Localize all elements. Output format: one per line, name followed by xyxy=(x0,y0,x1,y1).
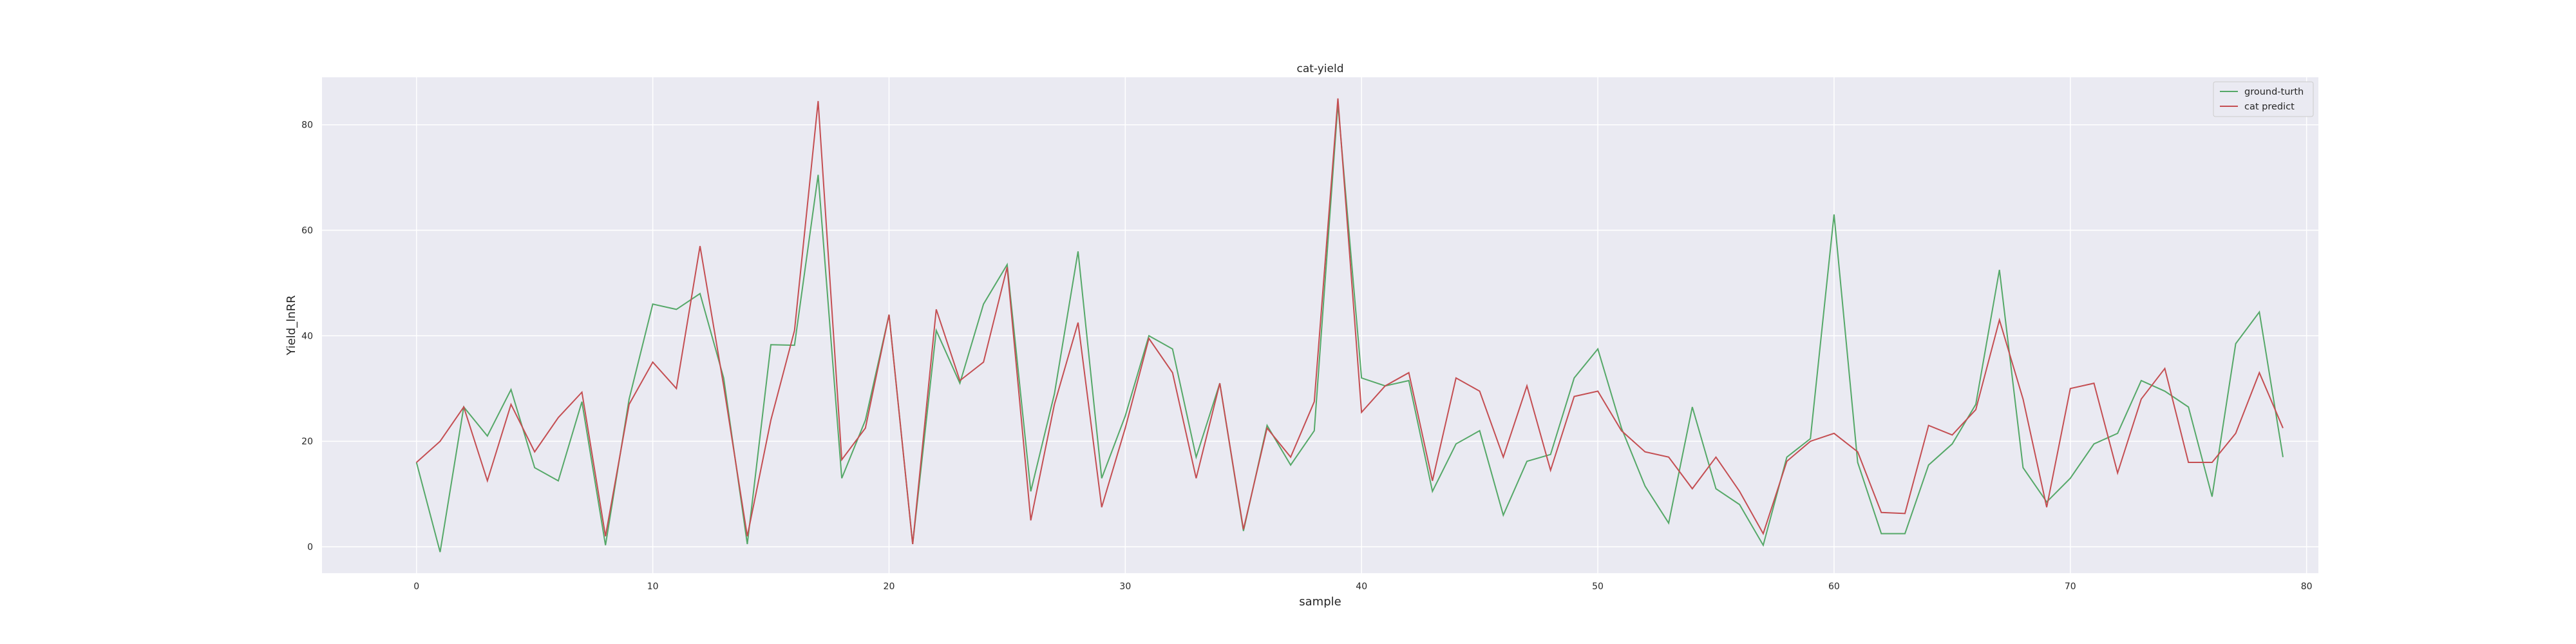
series-line-ground-turth xyxy=(415,103,2284,553)
chart-title: cat-yield xyxy=(1296,62,1343,75)
y-tick-label: 60 xyxy=(301,226,313,236)
series-lines xyxy=(415,98,2284,553)
legend: ground-turth cat predict xyxy=(2213,81,2314,117)
legend-label-ground-turth: ground-turth xyxy=(2244,87,2304,97)
x-tick-label: 40 xyxy=(1356,582,1367,592)
x-tick-label: 70 xyxy=(2065,582,2076,592)
x-tick-label: 60 xyxy=(1828,582,1840,592)
y-tick-label: 40 xyxy=(301,331,313,341)
y-tick-label: 20 xyxy=(301,437,313,447)
x-tick-label: 10 xyxy=(647,582,659,592)
series-line-cat-predict xyxy=(416,98,2284,545)
grid-lines xyxy=(322,77,2318,573)
x-axis-label: sample xyxy=(1299,595,1341,609)
x-tick-label: 30 xyxy=(1119,582,1131,592)
legend-label-cat-predict: cat predict xyxy=(2244,102,2295,112)
x-tick-label: 50 xyxy=(1592,582,1604,592)
x-tick-labels: 0 10 20 30 40 50 60 70 80 xyxy=(413,582,2312,592)
y-tick-label: 0 xyxy=(307,542,313,553)
y-axis-label: Yield_lnRR xyxy=(285,295,298,355)
x-tick-label: 0 xyxy=(413,582,419,592)
x-tick-label: 80 xyxy=(2301,582,2313,592)
legend-box xyxy=(2213,81,2314,117)
y-tick-labels: 0 20 40 60 80 xyxy=(301,120,313,553)
x-tick-label: 20 xyxy=(884,582,895,592)
y-tick-label: 80 xyxy=(301,120,313,131)
